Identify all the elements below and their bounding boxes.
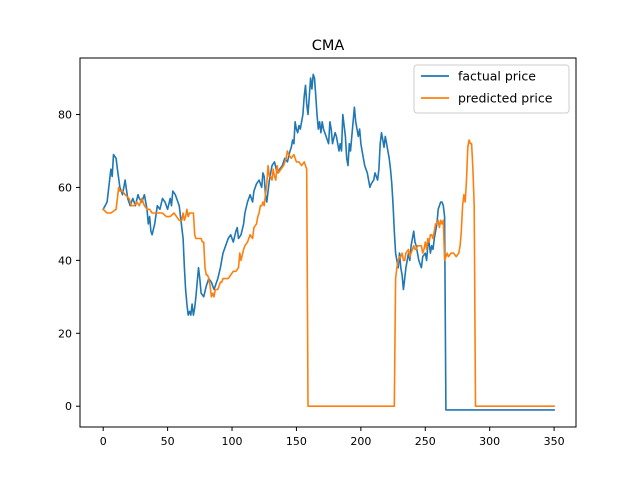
x-tick-label-1: 50 bbox=[161, 435, 175, 448]
y-tick-label-3: 60 bbox=[58, 181, 72, 194]
chart-title: CMA bbox=[312, 38, 345, 54]
x-tick-label-5: 250 bbox=[415, 435, 436, 448]
x-tick-label-3: 150 bbox=[286, 435, 307, 448]
y-tick-label-2: 40 bbox=[58, 254, 72, 267]
y-tick-label-0: 0 bbox=[65, 400, 72, 413]
ticks-layer: 0 50 100 150 200 250 300 350 0 20 40 60 80 bbox=[58, 109, 565, 448]
x-tick-label-4: 200 bbox=[350, 435, 371, 448]
series-layer bbox=[102, 73, 555, 411]
series-line-0 bbox=[102, 73, 555, 411]
legend-box bbox=[413, 64, 570, 114]
x-tick-label-2: 100 bbox=[222, 435, 243, 448]
legend-label-0: factual price bbox=[458, 69, 536, 84]
axes-frame bbox=[79, 57, 577, 428]
x-tick-label-0: 0 bbox=[100, 435, 107, 448]
x-tick-label-7: 350 bbox=[544, 435, 565, 448]
legend-label-1: predicted price bbox=[458, 91, 553, 106]
series-line-1 bbox=[102, 139, 555, 407]
y-tick-label-1: 20 bbox=[58, 327, 72, 340]
x-tick-label-6: 300 bbox=[479, 435, 500, 448]
y-tick-label-4: 80 bbox=[58, 109, 72, 122]
legend: factual price predicted price bbox=[413, 64, 570, 114]
